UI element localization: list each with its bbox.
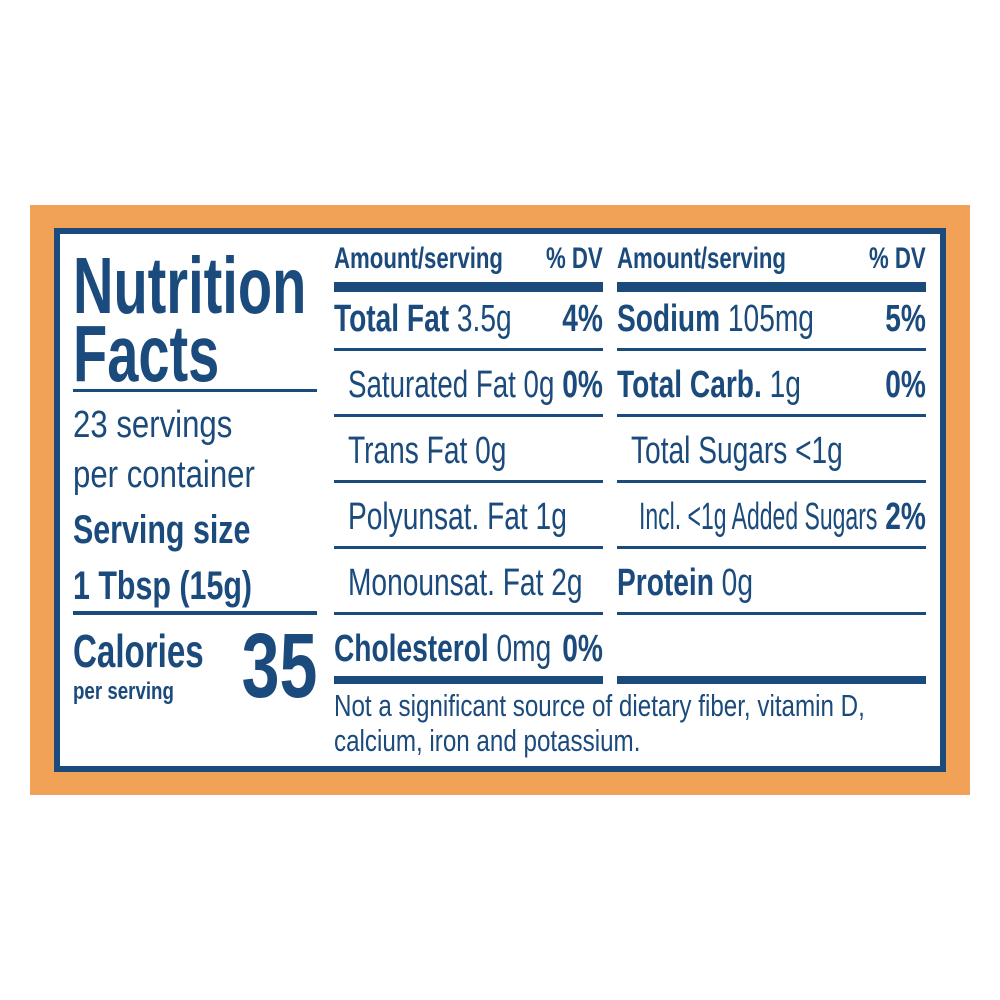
row-divider — [334, 612, 603, 615]
row-divider — [617, 480, 926, 483]
servings-per-container-2: per container — [73, 454, 255, 496]
thick-divider — [617, 676, 926, 684]
nutrient-amount: Total Sugars <1g — [631, 430, 843, 472]
serving-size-value: 1 Tbsp (15g) — [73, 564, 253, 608]
divider — [73, 389, 317, 392]
header-amount: Amount/serving — [334, 242, 503, 275]
nutrient-row: Incl. <1g Added Sugars — [639, 498, 877, 536]
nutrient-row: Total Sugars <1g — [631, 432, 843, 470]
divider — [73, 611, 317, 615]
nutrient-row: Saturated Fat 0g — [348, 366, 554, 404]
thick-divider — [617, 282, 926, 292]
title-nutrition: Nutrition — [73, 241, 307, 330]
nutrient-row: Monounsat. Fat 2g — [348, 564, 582, 602]
nutrient-dv: 2% — [885, 496, 926, 538]
row-divider — [334, 414, 603, 417]
nutrient-amount: 1g — [769, 364, 801, 406]
nutrient-name: Sodium — [617, 298, 721, 340]
nutrient-row: Polyunsat. Fat 1g — [348, 498, 567, 536]
row-divider — [334, 480, 603, 483]
header-dv: % DV — [869, 242, 926, 275]
calories-label: Calories — [73, 625, 204, 677]
nutrient-row: Protein 0g — [617, 564, 753, 602]
nutrient-amount: Monounsat. Fat 2g — [348, 562, 583, 604]
thick-divider — [334, 282, 603, 292]
row-divider — [617, 348, 926, 351]
nutrient-amount: Polyunsat. Fat 1g — [348, 496, 567, 538]
nutrient-dv: 0% — [885, 364, 926, 406]
nutrient-amount: Trans Fat 0g — [348, 430, 507, 472]
nutrient-name: Cholesterol — [334, 628, 489, 670]
thick-divider — [334, 676, 603, 684]
nutrient-dv: 0% — [562, 364, 603, 406]
serving-size-label: Serving size — [73, 508, 251, 552]
header-amount: Amount/serving — [617, 242, 786, 275]
row-divider — [334, 546, 603, 549]
nutrient-name: Total Fat — [334, 298, 450, 340]
nutrient-amount: 0g — [721, 562, 753, 604]
footnote: Not a significant source of dietary fibe… — [334, 688, 865, 723]
calories-value: 35 — [241, 615, 317, 717]
header-dv: % DV — [546, 242, 603, 275]
calories-sub: per serving — [73, 678, 174, 705]
servings-per-container: 23 servings — [73, 404, 233, 446]
nutrient-dv: 4% — [562, 298, 603, 340]
nutrient-dv: 0% — [562, 628, 603, 670]
nutrient-name: Total Carb. — [617, 364, 762, 406]
nutrient-dv: 5% — [885, 298, 926, 340]
nutrient-row: Total Carb. 1g — [617, 366, 801, 404]
row-divider — [617, 546, 926, 549]
row-divider — [617, 414, 926, 417]
footnote-2: calcium, iron and potassium. — [334, 723, 641, 758]
nutrient-row: Total Fat 3.5g — [334, 300, 512, 338]
title-facts: Facts — [73, 309, 220, 398]
nutrient-row: Cholesterol 0mg — [334, 630, 551, 668]
nutrient-row: Trans Fat 0g — [348, 432, 506, 470]
row-divider — [617, 612, 926, 615]
nutrient-amount: 105mg — [727, 298, 814, 340]
nutrient-amount: Incl. <1g Added Sugars — [639, 496, 878, 538]
nutrient-amount: Saturated Fat 0g — [348, 364, 555, 406]
nutrient-name: Protein — [617, 562, 714, 604]
nutrient-row: Sodium 105mg — [617, 300, 814, 338]
row-divider — [334, 348, 603, 351]
nutrient-amount: 3.5g — [456, 298, 512, 340]
nutrient-amount: 0mg — [496, 628, 552, 670]
